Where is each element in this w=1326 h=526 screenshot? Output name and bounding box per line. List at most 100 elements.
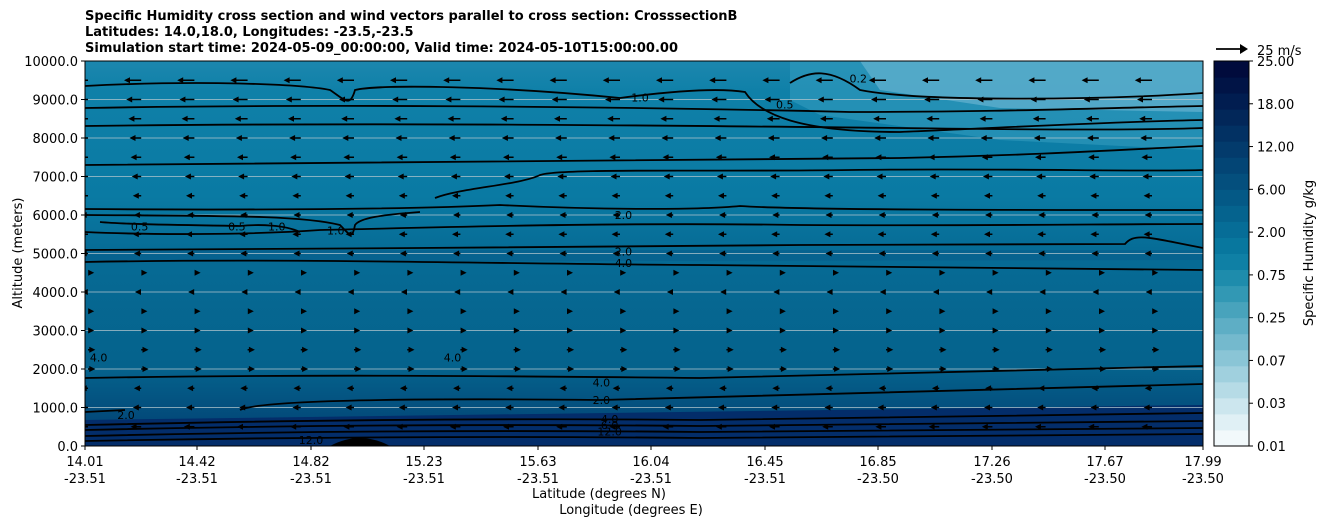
wind-vector-head [817, 96, 824, 103]
wind-vector-head [825, 212, 832, 218]
wind-reference-label: 25 m/s [1257, 44, 1302, 59]
wind-vector-head [1028, 77, 1035, 84]
wind-vector-head [238, 173, 245, 180]
chart-title-line-1: Specific Humidity cross section and wind… [85, 9, 738, 24]
contour-label: 2.0 [615, 246, 633, 259]
wind-vector-head [514, 346, 521, 353]
wind-vector-head [771, 231, 778, 238]
colorbar-segment [1214, 109, 1249, 126]
y-tick-label: 5000.0 [33, 248, 79, 263]
wind-vector-head [130, 423, 137, 430]
wind-vector-head [726, 269, 733, 276]
wind-vector-head [1088, 154, 1095, 161]
wind-vector-head [766, 115, 773, 122]
wind-vector-head [248, 346, 255, 353]
contour-label: 1.0 [631, 92, 649, 105]
wind-vector-head [401, 289, 407, 295]
wind-vector-head [283, 77, 290, 84]
wind-vector-head [187, 212, 194, 218]
wind-vector-head [505, 231, 512, 238]
wind-vector-head [665, 385, 672, 392]
contour-label: 0.5 [131, 221, 149, 234]
wind-vector-head [449, 423, 456, 430]
wind-vector-head [610, 173, 617, 180]
wind-vector-head [660, 115, 667, 122]
wind-vector-head [1037, 404, 1044, 411]
wind-vector-head [769, 154, 775, 161]
wind-vector-head [602, 77, 609, 84]
wind-vector-head [239, 192, 246, 199]
colorbar-tick-label: 18.00 [1257, 98, 1294, 113]
contour-label: 4.0 [444, 351, 462, 364]
wind-vector-head [460, 327, 467, 334]
wind-vector-head [407, 327, 414, 334]
wind-vector-head [448, 135, 455, 141]
wind-vector-head [975, 77, 982, 84]
wind-vector-head [513, 269, 520, 276]
wind-vector-head [450, 173, 457, 180]
wind-vector-head [294, 289, 301, 295]
wind-vector-head [1037, 192, 1044, 199]
wind-vector-head [1091, 250, 1098, 257]
wind-vector-head [177, 77, 184, 84]
wind-vector-head [1090, 192, 1097, 199]
wind-vector-head [407, 269, 414, 276]
contour-label: 4.0 [615, 257, 633, 270]
wind-vector-head [926, 115, 933, 122]
contour-line [85, 236, 1203, 251]
colorbar-segment [1214, 173, 1249, 190]
contour-line [85, 105, 1203, 113]
wind-reference-arrowhead [1240, 44, 1248, 54]
wind-vector-head [673, 308, 680, 315]
wind-vector-head [398, 192, 405, 199]
wind-vector-head [395, 135, 402, 141]
wind-vector-head [779, 269, 786, 276]
wind-vector-head [612, 212, 619, 218]
wind-vector-head [234, 115, 241, 122]
wind-vector-head [85, 385, 87, 392]
wind-vector-head [1089, 173, 1096, 180]
wind-vector-head [124, 77, 130, 84]
wind-vector-head [237, 154, 243, 161]
wind-vector-head [88, 308, 95, 315]
wind-vector-head [558, 231, 565, 238]
wind-vector-head [673, 327, 680, 334]
wind-vector-head [407, 308, 414, 315]
wind-vector-head [513, 327, 520, 334]
wind-vector-head [621, 366, 628, 372]
wind-vector-head [620, 308, 627, 315]
wind-vector-head [346, 385, 353, 392]
colorbar-segment [1214, 221, 1249, 238]
contour-label: 0.5 [228, 221, 246, 234]
colorbar-label: Specific Humidity g/kg [1302, 180, 1317, 326]
wind-vector-head [195, 346, 202, 353]
wind-vector-head [89, 366, 96, 372]
wind-vector-head [1145, 289, 1152, 295]
wind-vector-head [354, 308, 361, 315]
wind-vector-head [780, 346, 787, 353]
chart-title-line-2: Latitudes: 14.0,18.0, Longitudes: -23.5,… [85, 25, 414, 40]
wind-vector-head [773, 289, 780, 295]
wind-vector-head [878, 212, 885, 218]
wind-vector-head [1143, 231, 1150, 238]
wind-vector-head [181, 115, 188, 122]
x-tick-label-lon: -23.51 [630, 472, 672, 487]
wind-vector-head [986, 289, 993, 295]
wind-vector-head [608, 135, 615, 141]
wind-vector-head [982, 173, 989, 180]
plot-area: 0.20.51.00.5 0.5 1.0 1.02.02.04.04.0 4.04.02… [85, 61, 1203, 446]
contour-line [789, 72, 1203, 100]
wind-vector-head [1144, 385, 1151, 392]
contour-line [85, 123, 1203, 131]
wind-vector-head [1091, 385, 1098, 392]
wind-vector-head [1099, 269, 1105, 276]
wind-vector-head [240, 212, 247, 218]
wind-vector-head [504, 173, 511, 180]
wind-vector-head [726, 308, 733, 315]
contour-label: 2.0 [615, 209, 633, 222]
wind-vector-head [779, 308, 786, 315]
wind-vector-head [560, 289, 567, 295]
contour-label: 6.0 [601, 419, 619, 432]
wind-vector-head [1090, 231, 1097, 238]
wind-vector-head [825, 385, 832, 392]
